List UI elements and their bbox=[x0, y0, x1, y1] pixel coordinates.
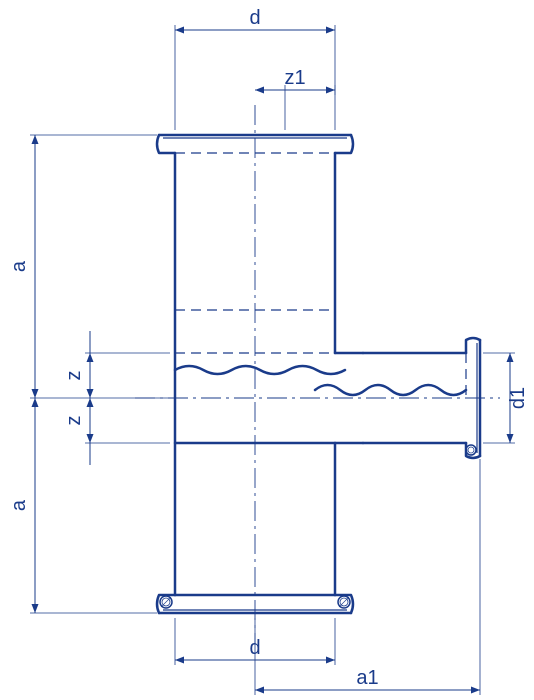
dim-label-z_upper: z bbox=[63, 371, 85, 381]
arrowhead bbox=[255, 687, 264, 694]
branch-bulge bbox=[466, 338, 480, 353]
hatch bbox=[161, 597, 171, 607]
arrowhead bbox=[471, 687, 480, 694]
dim-label-d_top: d bbox=[249, 7, 260, 29]
dim-label-a1: a1 bbox=[356, 667, 378, 689]
dim-label-z_lower: z bbox=[63, 416, 85, 426]
arrowhead bbox=[87, 434, 94, 443]
break-line bbox=[175, 366, 345, 374]
dim-label-a_upper: a bbox=[8, 260, 30, 272]
arrowhead bbox=[87, 353, 94, 362]
dim-label-z1: z1 bbox=[284, 67, 305, 89]
arrowhead bbox=[32, 604, 39, 613]
arrowhead bbox=[326, 657, 335, 664]
arrowhead bbox=[326, 87, 335, 94]
dim-label-d1: d1 bbox=[507, 387, 529, 409]
arrowhead bbox=[87, 398, 94, 407]
arrowhead bbox=[32, 398, 39, 407]
arrowhead bbox=[255, 87, 264, 94]
o-ring-inner bbox=[468, 447, 474, 453]
break-line bbox=[315, 385, 466, 395]
hatch bbox=[339, 597, 349, 607]
arrowhead bbox=[32, 135, 39, 144]
arrowhead bbox=[326, 27, 335, 34]
arrowhead bbox=[175, 657, 184, 664]
arrowhead bbox=[507, 434, 514, 443]
arrowhead bbox=[32, 389, 39, 398]
dim-label-a_lower: a bbox=[8, 499, 30, 511]
o-ring bbox=[466, 445, 476, 455]
arrowhead bbox=[507, 353, 514, 362]
arrowhead bbox=[175, 27, 184, 34]
arrowhead bbox=[87, 389, 94, 398]
